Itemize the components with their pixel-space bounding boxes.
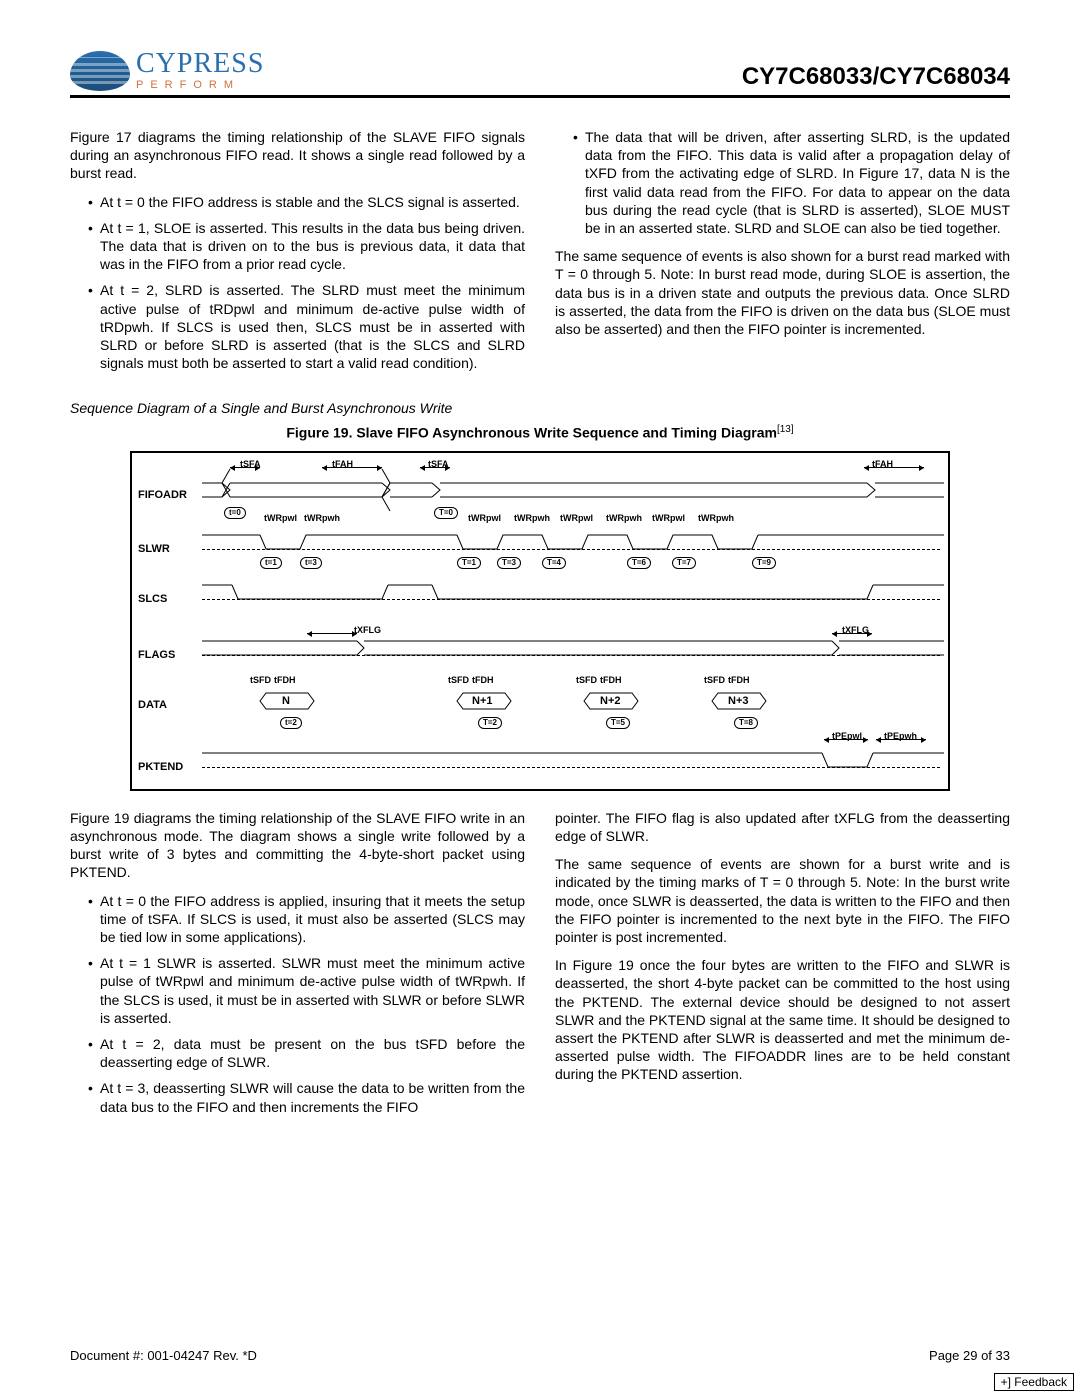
tparam: tWRpwl — [560, 513, 593, 523]
figure-title: Figure 19. Slave FIFO Asynchronous Write… — [70, 424, 1010, 441]
tparam: tWRpwl — [468, 513, 501, 523]
bottom-left-bullets: At t = 0 the FIFO address is applied, in… — [70, 892, 525, 1116]
data-value: N+2 — [600, 695, 621, 707]
data-value: N — [282, 695, 290, 707]
arrow — [307, 633, 357, 634]
tbubble: T=5 — [606, 717, 630, 729]
data-value: N+3 — [728, 695, 749, 707]
arrow — [864, 467, 924, 468]
arrow — [832, 633, 872, 634]
tparam: tSFD — [448, 675, 469, 685]
arrow — [420, 467, 450, 468]
timing-svg — [132, 453, 952, 793]
tbubble: T=9 — [752, 557, 776, 569]
part-number: CY7C68033/CY7C68034 — [742, 63, 1010, 91]
bullet: At t = 2, data must be present on the bu… — [88, 1035, 525, 1071]
tparam: tSFD — [576, 675, 597, 685]
timing-diagram: FIFOADR SLWR SLCS FLAGS DATA PKTEND — [130, 451, 950, 791]
logo-text: CYPRESS PERFORM — [136, 50, 264, 91]
tparam: tFDH — [274, 675, 296, 685]
tparam: tFDH — [600, 675, 622, 685]
bullet: At t = 0 the FIFO address is stable and … — [88, 193, 525, 211]
bullet: At t = 1, SLOE is asserted. This results… — [88, 219, 525, 274]
page: CYPRESS PERFORM CY7C68033/CY7C68034 Figu… — [0, 0, 1080, 1397]
bullet: At t = 2, SLRD is asserted. The SLRD mus… — [88, 281, 525, 372]
tparam: tWRpwh — [606, 513, 642, 523]
bullet: At t = 1 SLWR is asserted. SLWR must mee… — [88, 954, 525, 1027]
tparam: tXFLG — [354, 625, 381, 635]
page-number: Page 29 of 33 — [929, 1348, 1010, 1363]
tparam: tWRpwh — [698, 513, 734, 523]
tparam: tSFD — [250, 675, 271, 685]
bullet: At t = 0 the FIFO address is applied, in… — [88, 892, 525, 947]
tbubble: t=3 — [300, 557, 322, 569]
tbubble: T=6 — [627, 557, 651, 569]
intro-para: Figure 17 diagrams the timing relationsh… — [70, 128, 525, 183]
top-left-column: Figure 17 diagrams the timing relationsh… — [70, 128, 525, 382]
arrow — [824, 739, 868, 740]
figure-ref: [13] — [777, 424, 794, 435]
bottom-right-column: pointer. The FIFO flag is also updated a… — [555, 809, 1010, 1126]
data-value: N+1 — [472, 695, 493, 707]
tparam: tSFD — [704, 675, 725, 685]
tparam: tWRpwl — [264, 513, 297, 523]
logo-globe-icon — [70, 51, 130, 91]
tparam: tFDH — [472, 675, 494, 685]
page-footer: Document #: 001-04247 Rev. *D Page 29 of… — [70, 1348, 1010, 1363]
para: The same sequence of events are shown fo… — [555, 855, 1010, 946]
tbubble: T=3 — [497, 557, 521, 569]
figure-title-text: Figure 19. Slave FIFO Asynchronous Write… — [286, 425, 777, 441]
section-heading: Sequence Diagram of a Single and Burst A… — [70, 400, 1010, 416]
tbubble: t=1 — [260, 557, 282, 569]
top-left-bullets: At t = 0 the FIFO address is stable and … — [70, 193, 525, 373]
doc-number: Document #: 001-04247 Rev. *D — [70, 1348, 257, 1363]
bullet: The data that will be driven, after asse… — [573, 128, 1010, 237]
tbubble: T=8 — [734, 717, 758, 729]
top-right-column: The data that will be driven, after asse… — [555, 128, 1010, 382]
tparam: tFDH — [728, 675, 750, 685]
page-header: CYPRESS PERFORM CY7C68033/CY7C68034 — [70, 50, 1010, 98]
para: pointer. The FIFO flag is also updated a… — [555, 809, 1010, 845]
top-right-bullets: The data that will be driven, after asse… — [555, 128, 1010, 237]
bottom-left-column: Figure 19 diagrams the timing relationsh… — [70, 809, 525, 1126]
bottom-text-columns: Figure 19 diagrams the timing relationsh… — [70, 809, 1010, 1126]
feedback-button[interactable]: +] Feedback — [994, 1373, 1074, 1391]
top-text-columns: Figure 17 diagrams the timing relationsh… — [70, 128, 1010, 382]
logo-tagline: PERFORM — [136, 80, 264, 91]
tparam: tWRpwl — [652, 513, 685, 523]
arrow — [230, 467, 260, 468]
tbubble: T=7 — [672, 557, 696, 569]
logo-main: CYPRESS — [136, 50, 264, 78]
tbubble: t=2 — [280, 717, 302, 729]
tbubble: t=0 — [224, 507, 246, 519]
para: In Figure 19 once the four bytes are wri… — [555, 956, 1010, 1083]
para: The same sequence of events is also show… — [555, 247, 1010, 338]
tbubble: T=4 — [542, 557, 566, 569]
tbubble: T=1 — [457, 557, 481, 569]
intro-para: Figure 19 diagrams the timing relationsh… — [70, 809, 525, 882]
tparam: tWRpwh — [304, 513, 340, 523]
tparam: tWRpwh — [514, 513, 550, 523]
arrow — [322, 467, 382, 468]
diagram-wrap: FIFOADR SLWR SLCS FLAGS DATA PKTEND — [70, 451, 1010, 791]
tbubble: T=0 — [434, 507, 458, 519]
arrow — [876, 739, 926, 740]
bullet: At t = 3, deasserting SLWR will cause th… — [88, 1079, 525, 1115]
tbubble: T=2 — [478, 717, 502, 729]
logo: CYPRESS PERFORM — [70, 50, 264, 91]
